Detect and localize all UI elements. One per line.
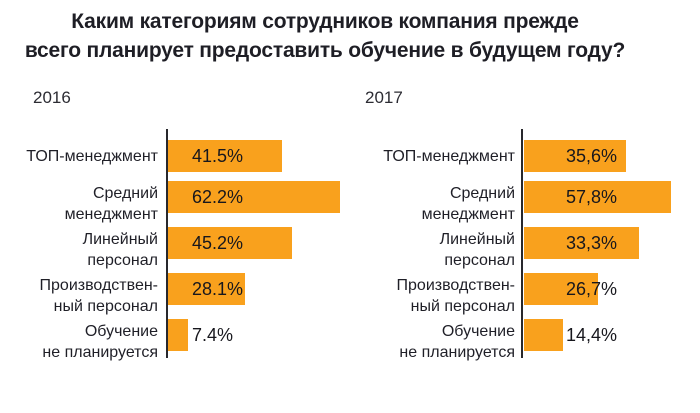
year-label-2017: 2017 — [365, 88, 403, 107]
category-label: Средний менеджмент — [64, 185, 158, 223]
value-label: 28.1% — [192, 279, 244, 299]
bar-production-personnel-2016 — [168, 273, 245, 305]
category-label: Производствен- ный персонал — [396, 277, 515, 315]
value-label: 33,3% — [566, 233, 618, 253]
chart-row: Обучение не планируется 7.4% — [0, 319, 350, 361]
value-label: 57,8% — [566, 187, 618, 207]
chart-row: Производствен- ный персонал 26,7% — [350, 273, 700, 315]
category-label: ТОП-менеджмент — [383, 147, 515, 165]
chart-2016: 2016 ТОП-менеджмент 41.5% Средний менедж… — [0, 88, 350, 361]
category-label: Линейный персонал — [439, 231, 515, 269]
chart-row: Линейный персонал 45.2% — [0, 227, 350, 269]
chart-row: ТОП-менеджмент 41.5% — [0, 140, 350, 172]
value-label: 41.5% — [192, 146, 244, 166]
chart-2017: 2017 ТОП-менеджмент 35,6% Средний менедж… — [350, 0, 700, 413]
year-label-2016: 2016 — [33, 88, 71, 107]
bar-top-management-2016 — [168, 140, 282, 172]
chart-row: Обучение не планируется 14,4% — [350, 319, 700, 361]
category-label: Обучение не планируется — [42, 323, 158, 361]
bar-no-training-2017 — [524, 319, 563, 351]
value-label: 14,4% — [566, 325, 618, 345]
value-label: 26,7% — [566, 279, 618, 299]
bar-middle-management-2016 — [168, 181, 340, 213]
chart-row: Средний менеджмент 57,8% — [350, 181, 700, 223]
bar-line-personnel-2016 — [168, 227, 292, 259]
bar-top-management-2017 — [524, 140, 626, 172]
value-label: 35,6% — [566, 146, 618, 166]
chart-row: Средний менеджмент 62.2% — [0, 181, 350, 223]
axis-line-2017 — [521, 129, 523, 358]
value-label: 7.4% — [192, 325, 234, 345]
category-label: Обучение не планируется — [399, 323, 515, 361]
value-label: 45.2% — [192, 233, 244, 253]
chart-row: Производствен- ный персонал 28.1% — [0, 273, 350, 315]
bar-production-personnel-2017 — [524, 273, 598, 305]
bar-middle-management-2017 — [524, 181, 671, 213]
value-label: 62.2% — [192, 187, 244, 207]
category-label: Средний менеджмент — [421, 185, 515, 223]
bar-no-training-2016 — [168, 319, 188, 351]
chart-title-line2: всего планирует предоставить обучение в … — [24, 39, 626, 62]
chart-title: Каким категориям сотрудников компания пр… — [0, 7, 650, 65]
category-label: Линейный персонал — [82, 231, 158, 269]
chart-row: ТОП-менеджмент 35,6% — [350, 140, 700, 172]
chart-title-line1: Каким категориям сотрудников компания пр… — [71, 10, 579, 33]
axis-line-2016 — [166, 129, 168, 358]
chart-row: Линейный персонал 33,3% — [350, 227, 700, 269]
bar-line-personnel-2017 — [524, 227, 639, 259]
category-label: Производствен- ный персонал — [39, 277, 158, 315]
category-label: ТОП-менеджмент — [26, 147, 158, 165]
